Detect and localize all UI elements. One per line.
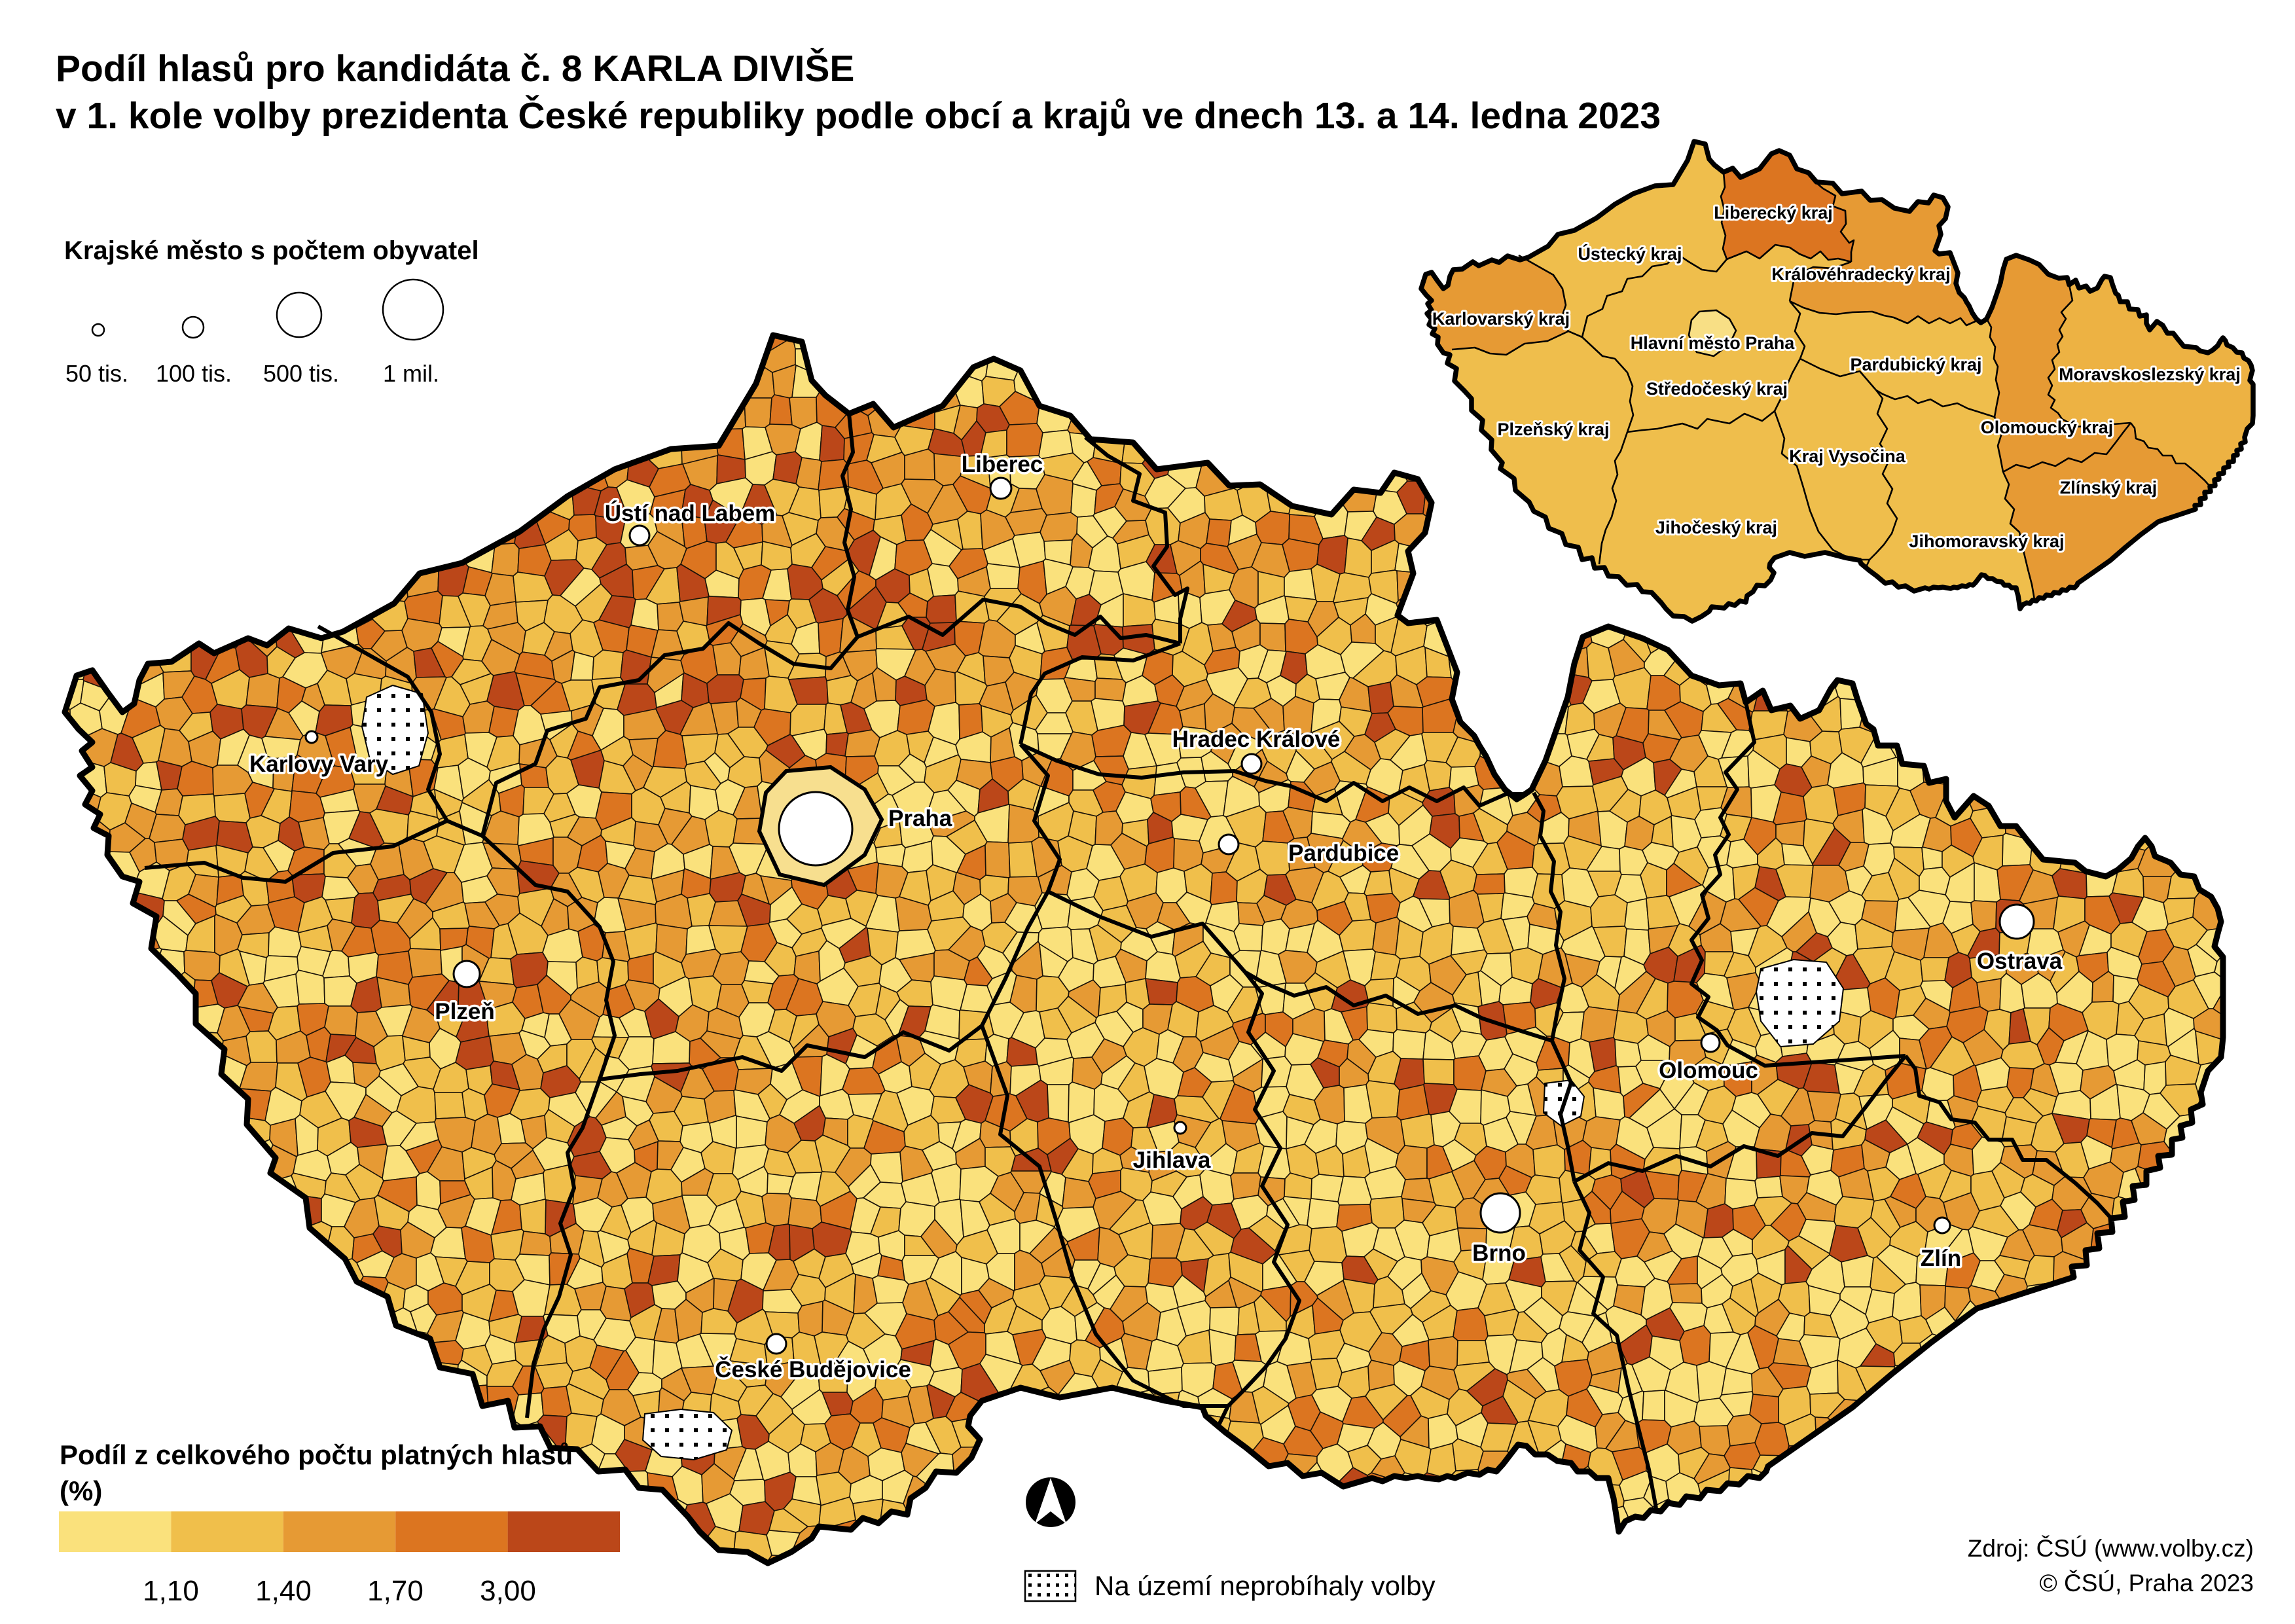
svg-text:Jihočeský kraj: Jihočeský kraj	[1655, 518, 1777, 537]
svg-text:Plzeň: Plzeň	[435, 999, 494, 1024]
svg-text:Hradec Králové: Hradec Králové	[1172, 727, 1341, 752]
svg-text:Olomoucký kraj: Olomoucký kraj	[1981, 418, 2114, 437]
svg-text:Karlovy Vary: Karlovy Vary	[249, 751, 389, 777]
svg-text:Plzeňský kraj: Plzeňský kraj	[1497, 420, 1609, 439]
svg-text:50 tis.: 50 tis.	[65, 360, 128, 387]
svg-text:Jihlava: Jihlava	[1133, 1147, 1211, 1173]
svg-text:100 tis.: 100 tis.	[156, 360, 232, 387]
svg-text:(%): (%)	[60, 1475, 102, 1506]
svg-text:Zlín: Zlín	[1921, 1246, 1961, 1271]
svg-text:Liberecký kraj: Liberecký kraj	[1714, 203, 1833, 223]
svg-text:Liberec: Liberec	[962, 452, 1043, 477]
svg-text:3,00: 3,00	[480, 1575, 536, 1607]
svg-text:Ústecký kraj: Ústecký kraj	[1578, 244, 1682, 264]
svg-text:Podíl hlasů pro kandidáta č. 8: Podíl hlasů pro kandidáta č. 8 KARLA DIV…	[56, 47, 854, 90]
svg-text:Ostrava: Ostrava	[1977, 948, 2063, 974]
svg-text:1 mil.: 1 mil.	[383, 360, 439, 387]
svg-text:© ČSÚ, Praha 2023: © ČSÚ, Praha 2023	[2039, 1570, 2254, 1597]
svg-text:Brno: Brno	[1472, 1240, 1526, 1266]
svg-text:500 tis.: 500 tis.	[263, 360, 339, 387]
svg-text:Kraj Vysočina: Kraj Vysočina	[1789, 446, 1906, 466]
svg-text:Pardubický kraj: Pardubický kraj	[1850, 355, 1981, 374]
svg-text:Olomouc: Olomouc	[1659, 1058, 1758, 1083]
svg-text:v 1. kole volby prezidenta Čes: v 1. kole volby prezidenta České republi…	[56, 94, 1661, 137]
svg-text:1,70: 1,70	[367, 1575, 424, 1607]
svg-text:Podíl z celkového počtu platný: Podíl z celkového počtu platných hlasů	[60, 1439, 573, 1470]
svg-text:Ústí nad Labem: Ústí nad Labem	[605, 500, 776, 526]
svg-text:Zlínský kraj: Zlínský kraj	[2060, 478, 2158, 497]
svg-text:Královéhradecký kraj: Královéhradecký kraj	[1771, 264, 1950, 284]
svg-text:České Budějovice: České Budějovice	[715, 1356, 911, 1382]
svg-text:1,10: 1,10	[143, 1575, 199, 1607]
svg-text:Jihomoravský kraj: Jihomoravský kraj	[1909, 532, 2064, 551]
svg-text:Praha: Praha	[888, 806, 952, 831]
svg-text:Hlavní město Praha: Hlavní město Praha	[1631, 333, 1796, 353]
svg-text:1,40: 1,40	[255, 1575, 312, 1607]
svg-text:Středočeský kraj: Středočeský kraj	[1646, 379, 1788, 399]
svg-text:Krajské město s počtem obyvate: Krajské město s počtem obyvatel	[64, 236, 479, 265]
svg-text:Pardubice: Pardubice	[1288, 840, 1399, 866]
svg-text:Zdroj: ČSÚ (www.volby.cz): Zdroj: ČSÚ (www.volby.cz)	[1968, 1535, 2254, 1562]
svg-text:Na území neprobíhaly volby: Na území neprobíhaly volby	[1094, 1570, 1436, 1601]
svg-text:Karlovarský kraj: Karlovarský kraj	[1432, 309, 1570, 329]
svg-text:Moravskoslezský kraj: Moravskoslezský kraj	[2059, 365, 2241, 384]
